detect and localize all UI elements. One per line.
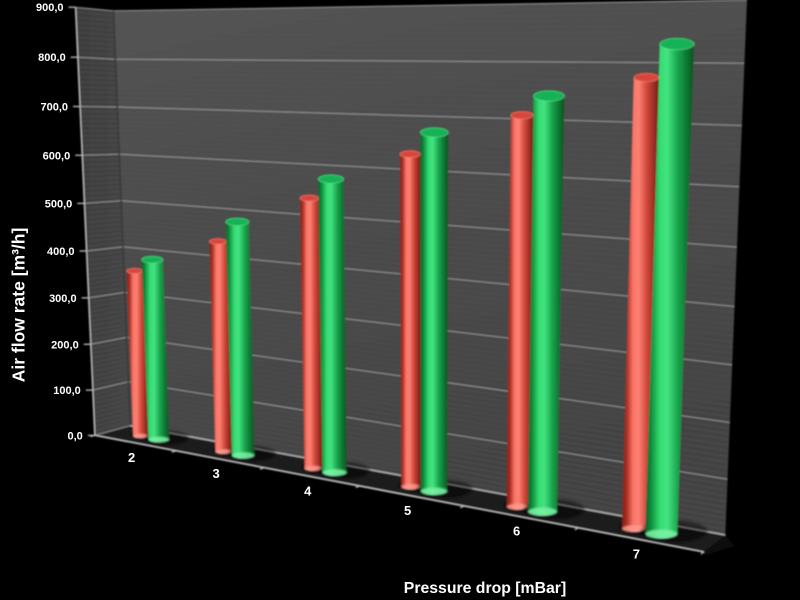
svg-text:700,0: 700,0 xyxy=(40,102,68,114)
svg-text:400,0: 400,0 xyxy=(47,246,75,258)
svg-text:2: 2 xyxy=(128,450,135,465)
svg-text:Pressure drop [mBar]: Pressure drop [mBar] xyxy=(404,580,566,597)
svg-text:600,0: 600,0 xyxy=(43,150,71,162)
svg-text:6: 6 xyxy=(513,524,520,539)
svg-text:800,0: 800,0 xyxy=(38,52,66,64)
svg-text:500,0: 500,0 xyxy=(45,198,73,210)
svg-text:900,0: 900,0 xyxy=(36,2,64,14)
svg-text:7: 7 xyxy=(633,547,640,562)
svg-text:5: 5 xyxy=(404,503,411,518)
svg-text:Air flow rate [m³/h]: Air flow rate [m³/h] xyxy=(9,228,29,383)
svg-text:300,0: 300,0 xyxy=(49,293,77,305)
svg-text:4: 4 xyxy=(304,484,312,499)
svg-text:0,0: 0,0 xyxy=(68,430,83,442)
svg-text:200,0: 200,0 xyxy=(51,339,79,351)
svg-text:100,0: 100,0 xyxy=(53,385,81,397)
svg-text:3: 3 xyxy=(212,466,219,481)
